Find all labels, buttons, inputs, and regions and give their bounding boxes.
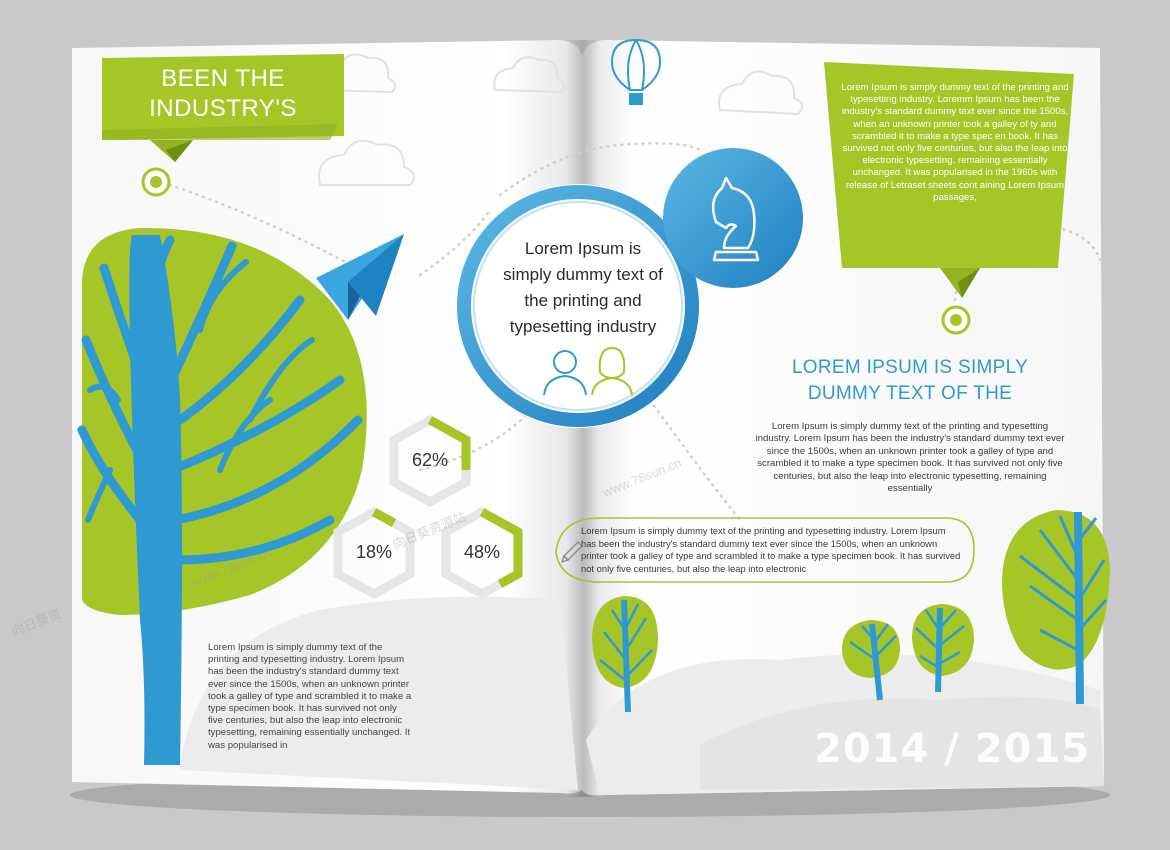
banner-line-2: INDUSTRY'S [149,95,297,122]
pill-outline [555,517,975,583]
chess-knight-icon [711,176,760,262]
male-profile-icon [543,350,587,396]
right-node-marker [941,305,971,335]
percent-18: 18% [355,542,393,562]
hexagon-48 [441,506,523,600]
hexagon-18 [333,506,415,600]
pencil-icon [560,541,583,564]
right-body-text: Lorem Ipsum is simply dummy text of the … [755,421,1065,495]
callout-text: Lorem Ipsum is simply dummy text of the … [841,82,1069,203]
green-banner [102,54,344,162]
banner-line-1: BEEN THE [161,65,285,92]
banner-title: BEEN THE INDUSTRY'S [118,64,328,124]
small-tree-4 [1002,510,1110,705]
percent-48: 48% [463,542,501,562]
hexagon-62 [389,414,471,508]
left-body-text: Lorem Ipsum is simply dummy text of the … [208,642,412,751]
left-hill [180,596,578,790]
small-tree-3 [912,604,974,693]
knight-circle [663,148,803,288]
big-tree-left [77,227,367,765]
left-node-marker [141,167,171,197]
paper-plane-icon [316,234,404,320]
circle-line-1: Lorem Ipsum is [524,239,642,258]
small-tree-2 [842,620,900,701]
cloud-icon [718,70,804,116]
right-heading: LOREM IPSUM IS SIMPLY DUMMY TEXT OF THE [770,355,1050,407]
hot-air-balloon-icon [610,38,662,105]
circle-text: Lorem Ipsum is simply dummy text of the … [478,236,688,340]
cloud-icon [493,56,566,94]
cloud-icon [318,139,415,186]
right-heading-line-2: DUMMY TEXT OF THE [807,383,1013,404]
circle-line-3: the printing and [524,291,642,310]
circle-line-2: simply dummy text of [503,265,663,284]
year-text: 2014 / 2015 [814,726,1091,772]
small-tree-1 [592,596,658,713]
central-circle [456,184,700,428]
female-profile-icon [591,346,633,396]
green-callout [824,62,1074,298]
right-heading-line-1: LOREM IPSUM IS SIMPLY [791,357,1029,378]
pill-text: Lorem Ipsum is simply dummy text of the … [581,525,961,574]
percent-62: 62% [411,450,449,470]
circle-line-4: typesetting industry [509,317,657,336]
